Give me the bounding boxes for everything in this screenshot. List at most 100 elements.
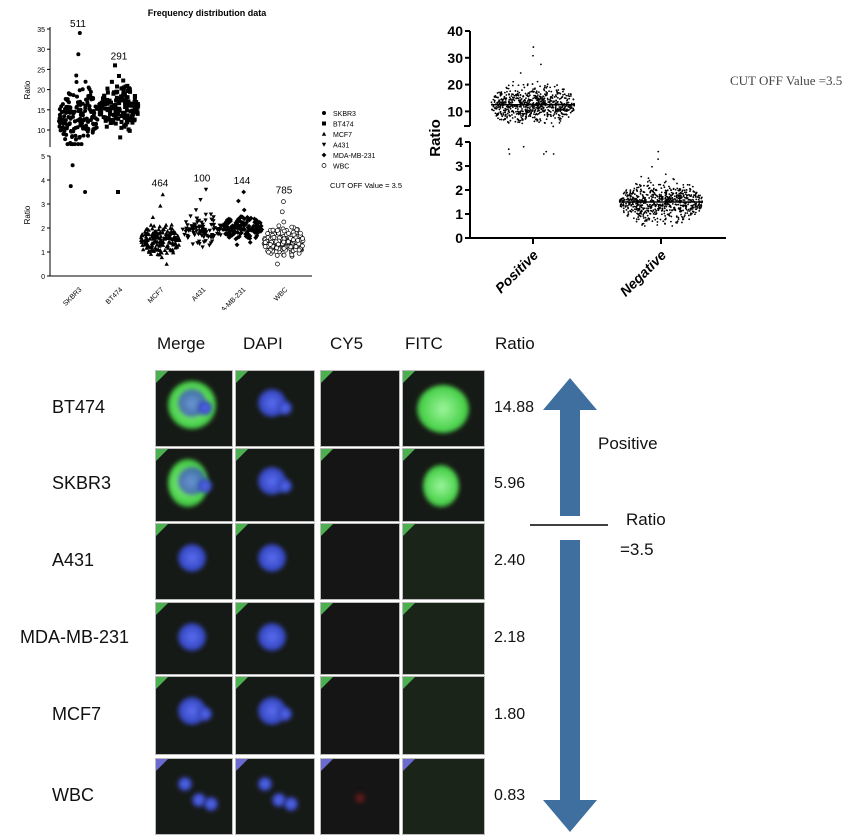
chart2-point-negative: [662, 220, 665, 223]
chart2-point-positive: [561, 115, 564, 118]
chart2-point-negative: [638, 203, 640, 206]
chart2-point-positive: [531, 116, 534, 119]
cell-image-fitc[interactable]: [402, 370, 485, 447]
cell-image-fitc[interactable]: [402, 448, 485, 522]
chart1-point-mda-mb-231: [220, 227, 226, 232]
chart2-point-negative: [643, 191, 646, 194]
chart2-point-negative: [673, 195, 676, 198]
chart1-point-mcf7: [150, 215, 156, 219]
chart2-point-positive: [524, 101, 527, 104]
chart1-point-bt474: [97, 103, 102, 108]
chart1-point-wbc: [288, 244, 294, 250]
chart1-point-a431: [209, 233, 215, 238]
chart2-point-negative: [686, 183, 689, 186]
chart1-point-mcf7: [159, 255, 165, 260]
chart2-point-positive: [504, 97, 507, 100]
cell-image-fitc[interactable]: [402, 758, 485, 835]
cell-image-cy5[interactable]: [320, 523, 400, 600]
chart2-point-positive: [566, 98, 569, 101]
chart2-point-positive: [561, 102, 563, 105]
chart1-point-bt474: [121, 89, 126, 94]
chart1-point-a431: [199, 220, 204, 225]
chart1-point-mda-mb-231: [227, 234, 233, 240]
cell-image-cy5[interactable]: [320, 602, 400, 675]
chart2-point-positive: [533, 116, 536, 119]
chart1-point-skbr3: [79, 142, 84, 147]
chart2-point-negative: [653, 191, 656, 194]
cell-image-merge[interactable]: [155, 602, 233, 675]
chart2-point-positive: [519, 96, 522, 99]
chart2-point-positive: [517, 84, 520, 87]
cell-image-merge[interactable]: [155, 448, 233, 522]
chart1-point-mcf7: [171, 237, 177, 242]
cell-image-dapi[interactable]: [235, 602, 315, 675]
chart1-point-bt474: [100, 103, 105, 108]
cell-image-cy5[interactable]: [320, 758, 400, 835]
chart1-point-bt474: [99, 110, 104, 115]
chart1-point-bt474: [105, 107, 110, 112]
nucleus-dapi-signal: [278, 401, 292, 415]
legend-label: BT474: [333, 122, 354, 129]
chart2-point-positive: [521, 117, 524, 120]
chart2-point-negative: [682, 192, 684, 195]
cell-image-fitc[interactable]: [402, 676, 485, 755]
chart2-point-positive: [526, 84, 529, 87]
chart2-point-negative: [644, 220, 646, 223]
chart2-point-negative: [634, 205, 637, 208]
cell-image-cy5[interactable]: [320, 676, 400, 755]
cell-image-dapi[interactable]: [235, 370, 315, 447]
cell-image-cy5[interactable]: [320, 448, 400, 522]
chart2-point-positive: [538, 111, 541, 114]
chart1-point-skbr3: [77, 31, 82, 36]
chart1-point-mcf7: [170, 247, 175, 252]
chart1-point-bt474: [108, 109, 113, 114]
chart2-point-positive: [545, 150, 548, 153]
chart2-point-positive: [556, 92, 559, 95]
column-header-ratio: Ratio: [495, 334, 535, 353]
chart2-point-negative: [627, 194, 630, 197]
cell-image-cy5[interactable]: [320, 370, 400, 447]
chart2-point-positive: [505, 94, 508, 96]
chart1-point-skbr3: [66, 100, 71, 105]
chart1-point-a431: [200, 222, 205, 227]
chart1-point-a431: [194, 229, 199, 234]
chart1-point-a431: [180, 227, 185, 232]
chart2-point-negative: [668, 187, 671, 190]
cell-image-merge[interactable]: [155, 523, 233, 600]
chart2-point-positive: [544, 93, 546, 96]
cell-image-dapi[interactable]: [235, 676, 315, 755]
chart2-point-positive: [514, 116, 517, 118]
chart2-point-positive: [538, 107, 541, 109]
chart2-point-negative: [674, 208, 677, 211]
corner-marker-icon: [156, 677, 168, 689]
chart2-point-negative: [649, 181, 652, 184]
chart1-point-a431: [201, 224, 206, 229]
chart2-point-negative: [653, 216, 655, 219]
cell-image-dapi[interactable]: [235, 523, 315, 600]
chart2-point-positive: [531, 106, 534, 109]
chart1-point-mda-mb-231: [233, 236, 239, 242]
chart2-point-positive: [546, 94, 548, 96]
chart2-point-positive: [567, 93, 570, 95]
chart1-point-a431: [187, 227, 192, 232]
chart2-point-negative: [622, 203, 625, 206]
cell-image-merge[interactable]: [155, 676, 233, 755]
cell-image-dapi[interactable]: [235, 758, 315, 835]
cell-image-fitc[interactable]: [402, 523, 485, 600]
chart1-point-a431: [183, 220, 189, 225]
chart1-point-a431: [188, 214, 193, 219]
chart2-point-positive: [535, 90, 538, 93]
chart2-point-negative: [624, 194, 627, 196]
chart2-point-negative: [647, 207, 650, 210]
chart2-point-negative: [682, 209, 685, 212]
chart2-point-negative: [665, 209, 668, 211]
cell-image-merge[interactable]: [155, 370, 233, 447]
cell-image-dapi[interactable]: [235, 448, 315, 522]
legend-label: A431: [333, 143, 349, 150]
chart2-point-positive: [533, 94, 535, 97]
chart2-point-negative: [668, 212, 671, 215]
corner-marker-icon: [403, 371, 415, 383]
chart2-point-positive: [554, 106, 557, 108]
cell-image-fitc[interactable]: [402, 602, 485, 675]
cell-image-merge[interactable]: [155, 758, 233, 835]
